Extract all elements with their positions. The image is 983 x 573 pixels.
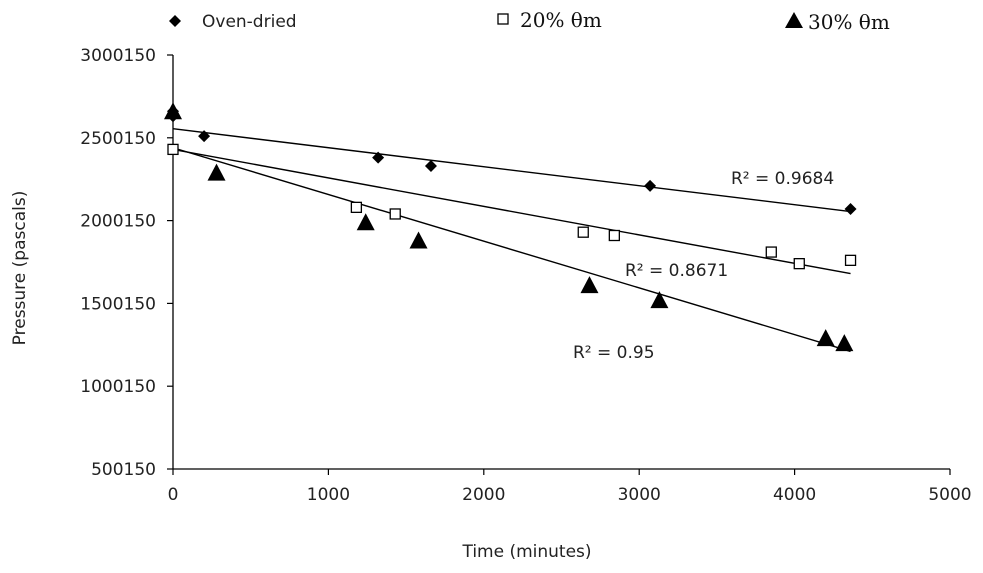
tick-labels: 0 1000 2000 3000 4000 5000 500150 1000150 150015… [80,46,971,505]
data-point-series-1 [793,258,805,270]
legend-marker-20pct [497,13,509,25]
trendline-series-2 [172,147,851,353]
y-tick-label: 500150 [91,460,156,480]
data-point-series-1 [167,143,179,156]
x-tick-label: 3000 [618,485,661,505]
data-point-series-0 [844,203,857,216]
y-tick-label: 2000150 [80,212,156,232]
x-tick-label: 5000 [928,485,971,505]
trendline-series-1 [172,148,851,275]
data-point-series-2 [580,276,599,294]
legend: Oven-dried 20% θm 30% θm [169,8,890,34]
data-point-series-2 [835,334,854,352]
data-point-series-1 [389,208,401,220]
x-tick-label: 1000 [307,485,350,505]
y-tick-label: 2500150 [80,129,156,149]
data-point-series-1 [608,229,620,242]
y-axis-title: Pressure (pascals) [10,191,30,346]
data-point-series-0 [644,179,657,192]
data-point-series-1 [765,246,777,258]
x-tick-label: 4000 [773,485,816,505]
trendlines [172,128,851,353]
data-point-series-2 [409,231,428,249]
data-point-series-2 [356,213,375,231]
legend-label-oven-dried: Oven-dried [202,12,297,32]
data-point-series-2 [816,329,835,347]
r2-label-oven-dried: R² = 0.9684 [731,169,834,189]
y-tick-label: 3000150 [80,46,156,66]
data-point-series-2 [164,102,182,120]
y-tick-label: 1500150 [80,294,156,314]
data-point-series-1 [844,254,857,266]
data-point-series-2 [650,291,669,309]
data-points [164,102,857,352]
x-tick-label: 2000 [462,485,505,505]
x-axis-title: Time (minutes) [461,542,591,562]
legend-marker-30pct [785,12,803,28]
axes [167,54,951,475]
data-point-series-1 [350,201,363,214]
data-point-series-0 [198,130,211,143]
r2-label-30pct: R² = 0.95 [573,343,655,363]
data-point-series-2 [207,163,226,181]
data-point-series-0 [372,151,385,164]
r2-label-20pct: R² = 0.8671 [625,261,728,281]
y-tick-label: 1000150 [80,377,156,397]
data-point-series-1 [577,226,589,238]
trendline-series-0 [172,128,851,213]
legend-label-20pct: 20% θm [520,8,602,32]
data-point-series-0 [424,159,437,172]
legend-marker-oven-dried [169,15,181,27]
x-tick-label: 0 [168,485,179,505]
legend-label-30pct: 30% θm [808,10,890,34]
